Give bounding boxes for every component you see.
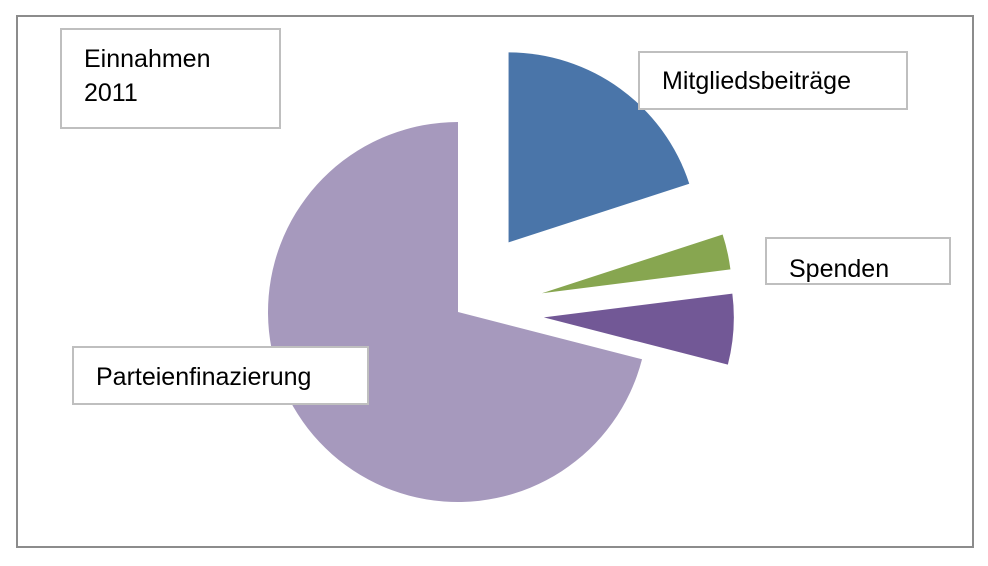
data-label-spenden: Spenden <box>765 237 951 285</box>
pie-slice-mitgliedsbeitraege <box>508 52 690 243</box>
chart-title-line-1: Einnahmen <box>84 45 211 73</box>
data-label-parteienfinazierung: Parteienfinazierung <box>72 346 369 405</box>
pie-slice-3 <box>543 293 734 365</box>
pie-slice-2 <box>541 234 731 294</box>
data-label-mitgliedsbeitraege: Mitgliedsbeiträge <box>638 51 908 110</box>
pie-slice-parteienfinazierung <box>268 122 643 502</box>
chart-title-line-2: 2011 <box>84 79 138 107</box>
chart-title: Einnahmen 2011 <box>60 28 281 129</box>
